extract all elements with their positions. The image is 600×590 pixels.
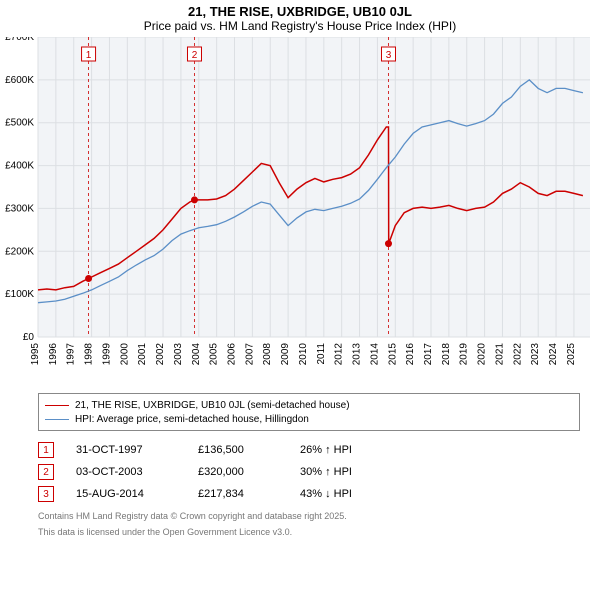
- x-tick-label: 2002: [155, 343, 166, 366]
- event-marker-dot: [85, 275, 92, 282]
- sales-diff: 43% ↓ HPI: [300, 488, 400, 500]
- x-tick-label: 1997: [66, 343, 77, 366]
- x-tick-label: 2016: [405, 343, 416, 366]
- x-tick-label: 1999: [101, 343, 112, 366]
- chart-area: £0 £100K £200K £300K £400K £500K £600K £700K 199…: [0, 37, 600, 387]
- sales-diff: 26% ↑ HPI: [300, 444, 400, 456]
- x-tick-label: 2015: [387, 343, 398, 366]
- sales-table: 1 31-OCT-1997 £136,500 26% ↑ HPI 2 03-OCT-200…: [38, 439, 580, 505]
- x-tick-label: 2001: [137, 343, 148, 366]
- event-marker-number: 2: [192, 50, 198, 61]
- sales-marker: 2: [38, 464, 54, 480]
- event-marker-dot: [385, 240, 392, 247]
- sales-date: 31-OCT-1997: [76, 444, 176, 456]
- footnote-licence: This data is licensed under the Open Gov…: [38, 527, 580, 537]
- x-tick-label: 2010: [298, 343, 309, 366]
- x-tick-label: 2004: [191, 343, 202, 366]
- sales-date: 03-OCT-2003: [76, 466, 176, 478]
- x-tick-label: 2005: [209, 343, 220, 366]
- legend-swatch: [45, 419, 69, 420]
- event-marker-number: 3: [386, 50, 392, 61]
- sales-price: £217,834: [198, 488, 278, 500]
- sales-date: 15-AUG-2014: [76, 488, 176, 500]
- sales-price: £136,500: [198, 444, 278, 456]
- x-tick-label: 2024: [548, 343, 559, 366]
- chart-title: 21, THE RISE, UXBRIDGE, UB10 0JL: [0, 0, 600, 19]
- x-tick-label: 2014: [369, 343, 380, 366]
- y-tick-label: £300K: [5, 203, 34, 214]
- sales-row: 2 03-OCT-2003 £320,000 30% ↑ HPI: [38, 461, 580, 483]
- x-tick-label: 2023: [530, 343, 541, 366]
- y-tick-label: £700K: [5, 37, 34, 43]
- y-tick-label: £400K: [5, 161, 34, 172]
- x-tick-label: 2012: [334, 343, 345, 366]
- legend-label: HPI: Average price, semi-detached house,…: [75, 414, 309, 425]
- y-tick-label: £100K: [5, 289, 34, 300]
- y-tick-label: £600K: [5, 75, 34, 86]
- x-tick-label: 2017: [423, 343, 434, 366]
- y-tick-label: £200K: [5, 246, 34, 257]
- x-tick-label: 2019: [459, 343, 470, 366]
- x-tick-label: 2003: [173, 343, 184, 366]
- chart-subtitle: Price paid vs. HM Land Registry's House …: [0, 19, 600, 37]
- footnote-copyright: Contains HM Land Registry data © Crown c…: [38, 511, 580, 521]
- x-tick-label: 2021: [494, 343, 505, 366]
- x-tick-label: 2011: [316, 343, 327, 365]
- x-tick-label: 2025: [566, 343, 577, 366]
- x-tick-label: 2000: [119, 343, 130, 366]
- x-tick-label: 1998: [84, 343, 95, 366]
- event-marker-dot: [191, 196, 198, 203]
- y-tick-label: £500K: [5, 118, 34, 129]
- x-tick-label: 2009: [280, 343, 291, 366]
- sales-row: 3 15-AUG-2014 £217,834 43% ↓ HPI: [38, 483, 580, 505]
- x-tick-label: 2007: [244, 343, 255, 366]
- x-tick-label: 2006: [227, 343, 238, 366]
- sales-price: £320,000: [198, 466, 278, 478]
- sales-diff: 30% ↑ HPI: [300, 466, 400, 478]
- legend-swatch: [45, 405, 69, 406]
- sales-row: 1 31-OCT-1997 £136,500 26% ↑ HPI: [38, 439, 580, 461]
- legend-item: 21, THE RISE, UXBRIDGE, UB10 0JL (semi-d…: [45, 398, 573, 412]
- event-marker-number: 1: [86, 50, 92, 61]
- legend: 21, THE RISE, UXBRIDGE, UB10 0JL (semi-d…: [38, 393, 580, 431]
- y-tick-label: £0: [23, 332, 35, 343]
- sales-marker: 1: [38, 442, 54, 458]
- x-tick-label: 1995: [30, 343, 41, 366]
- legend-item: HPI: Average price, semi-detached house,…: [45, 412, 573, 426]
- sales-marker: 3: [38, 486, 54, 502]
- legend-label: 21, THE RISE, UXBRIDGE, UB10 0JL (semi-d…: [75, 400, 350, 411]
- x-tick-label: 2020: [477, 343, 488, 366]
- x-tick-label: 2022: [512, 343, 523, 366]
- x-tick-label: 2008: [262, 343, 273, 366]
- x-tick-label: 2018: [441, 343, 452, 366]
- x-tick-label: 2013: [352, 343, 363, 366]
- x-tick-label: 1996: [48, 343, 59, 366]
